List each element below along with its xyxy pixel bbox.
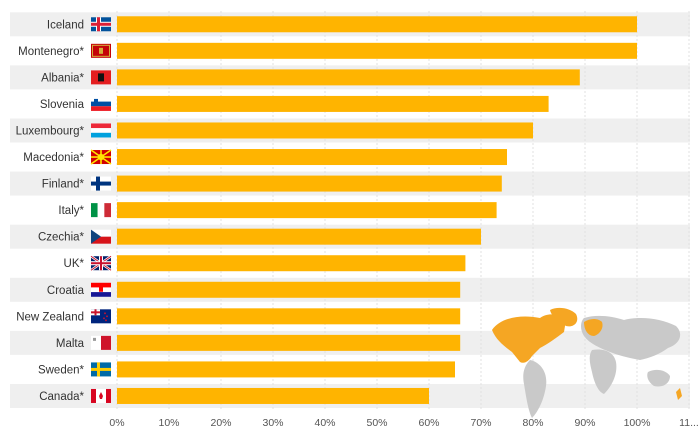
bar [117, 255, 466, 272]
x-tick-label: 60% [418, 417, 439, 429]
category-label: Croatia [47, 285, 85, 297]
category-label: New Zealand [16, 311, 84, 323]
x-tick-label: 100% [624, 417, 651, 429]
category-label: Czechia* [38, 232, 85, 244]
bar [117, 175, 502, 192]
bars [117, 16, 637, 404]
x-tick-label: 40% [314, 417, 335, 429]
flag-uk-icon [90, 255, 112, 272]
category-label: Albania* [41, 72, 84, 84]
flag-icons [90, 17, 112, 403]
flag-italy-icon [91, 203, 111, 218]
flag-montenegro-icon [91, 43, 111, 58]
category-label: Sweden* [38, 364, 85, 376]
bar [117, 16, 637, 33]
bar [117, 42, 637, 59]
flag-sweden-icon [91, 362, 111, 377]
category-label: Iceland [47, 19, 84, 31]
flag-albania-icon [91, 70, 111, 85]
bar [117, 228, 481, 245]
flag-czechia-icon [91, 229, 111, 244]
x-tick-label: 50% [366, 417, 387, 429]
flag-canada-icon [91, 388, 111, 403]
bar [117, 308, 461, 325]
category-label: Macedonia* [23, 152, 84, 164]
flag-macedonia-icon [90, 149, 112, 165]
bar [117, 361, 455, 378]
x-tick-label: 30% [262, 417, 283, 429]
bar [117, 281, 461, 298]
x-tick-label: 20% [210, 417, 231, 429]
bar [117, 387, 429, 404]
x-axis-ticks: 0% 10% 20% 30% 40% 50% 60% 70% 80% 90% 100% 11... [109, 417, 698, 429]
x-tick-label: 10% [158, 417, 179, 429]
bar [117, 122, 533, 139]
x-tick-label: 0% [109, 417, 124, 429]
flag-malta-icon [91, 335, 111, 350]
x-tick-label: 80% [522, 417, 543, 429]
category-label: Canada* [39, 391, 84, 403]
x-tick-label: 90% [574, 417, 595, 429]
flag-luxembourg-icon [91, 123, 111, 138]
bar [117, 202, 497, 219]
flag-finland-icon [91, 176, 111, 191]
flag-iceland-icon [91, 17, 111, 32]
bar [117, 334, 461, 351]
flag-new-zealand-icon [91, 309, 111, 324]
x-tick-label: 11... [679, 417, 699, 429]
category-labels: Iceland Montenegro* Albania* Slovenia Luxemb… [16, 19, 85, 403]
category-label: Slovenia [40, 99, 85, 111]
category-label: UK* [64, 258, 85, 270]
bar [117, 69, 580, 86]
category-label: Malta [56, 338, 85, 350]
category-label: Montenegro* [18, 46, 84, 58]
x-tick-label: 70% [470, 417, 491, 429]
flag-croatia-icon [91, 282, 111, 297]
category-label: Finland* [42, 179, 85, 191]
bar [117, 95, 549, 112]
category-label: Italy* [58, 205, 84, 217]
flag-slovenia-icon [91, 96, 111, 111]
bar [117, 149, 507, 166]
category-label: Luxembourg* [16, 125, 85, 137]
world-map-icon [492, 307, 682, 418]
